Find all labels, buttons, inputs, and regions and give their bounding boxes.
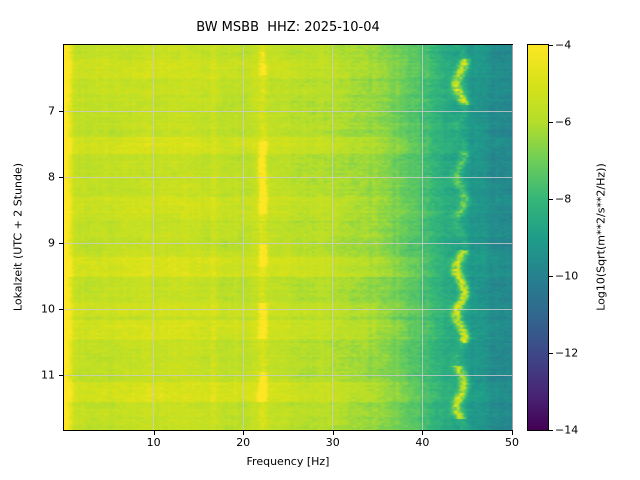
colorbar-tick-label: −12	[555, 346, 579, 360]
x-tick-label: 30	[325, 436, 340, 449]
y-tick-label: 10	[41, 302, 55, 316]
y-tick-mark	[59, 177, 63, 179]
x-tick-label: 20	[236, 436, 251, 449]
y-tick-label: 8	[48, 170, 55, 184]
colorbar-frame	[527, 44, 549, 431]
colorbar-tick-mark	[549, 122, 553, 123]
colorbar-gradient	[528, 45, 548, 430]
y-tick-mark	[59, 375, 63, 377]
gridline-y-11	[64, 374, 512, 376]
gridline-y-9	[64, 242, 512, 244]
x-tick-mark	[422, 431, 424, 435]
x-tick-label: 50	[505, 436, 519, 449]
chart-title: BW MSBB HHZ: 2025-10-04	[196, 20, 380, 35]
gridline-y-8	[64, 176, 512, 178]
x-tick-mark	[153, 431, 155, 435]
colorbar-tick-mark	[549, 276, 553, 277]
gridline-x-50	[511, 45, 513, 430]
y-tick-mark	[59, 309, 63, 311]
x-tick-mark	[512, 431, 513, 435]
y-tick-mark	[59, 243, 63, 245]
gridline-x-40	[421, 45, 423, 430]
colorbar-tick-mark	[549, 430, 553, 431]
colorbar-tick-label: −14	[555, 423, 579, 437]
plot-frame	[63, 44, 513, 431]
colorbar-tick-label: −10	[555, 269, 579, 283]
y-tick-mark	[59, 111, 63, 113]
x-tick-mark	[332, 431, 334, 435]
colorbar-label: Log10(Sqrt(m**2/s**2/Hz))	[594, 163, 608, 311]
gridline-y-7	[64, 110, 512, 112]
gridline-x-20	[242, 45, 244, 430]
y-tick-label: 7	[48, 104, 55, 118]
y-tick-label: 11	[41, 368, 55, 382]
colorbar-tick-mark	[549, 199, 553, 200]
colorbar-tick-label: −6	[555, 115, 572, 129]
gridline-y-10	[64, 308, 512, 310]
colorbar-tick-label: −4	[555, 38, 572, 52]
colorbar-tick-mark	[549, 45, 553, 46]
x-axis-label: Frequency [Hz]	[246, 455, 330, 468]
x-tick-label: 40	[415, 436, 430, 449]
y-tick-label: 9	[48, 236, 55, 250]
colorbar-tick-label: −8	[555, 192, 572, 206]
spectrogram-heatmap	[64, 45, 512, 430]
gridline-x-10	[153, 45, 155, 430]
gridline-x-30	[332, 45, 334, 430]
x-tick-label: 10	[146, 436, 161, 449]
colorbar-tick-mark	[549, 353, 553, 354]
x-tick-mark	[243, 431, 245, 435]
